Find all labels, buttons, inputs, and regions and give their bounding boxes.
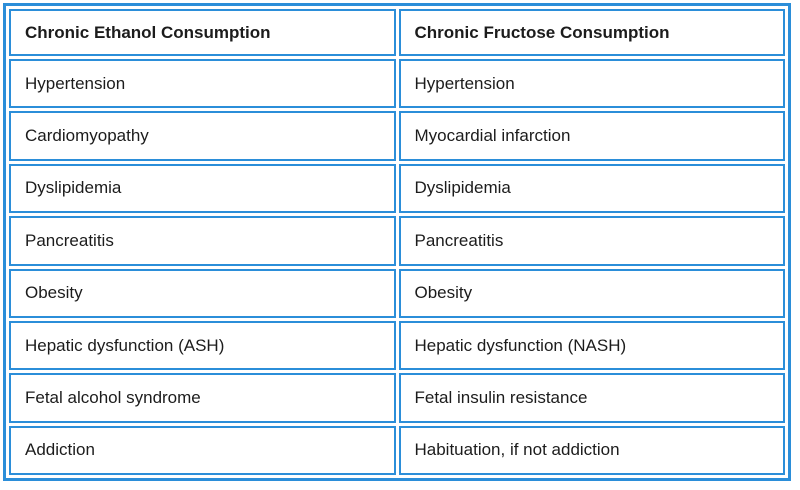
fructose-cell: Pancreatitis bbox=[398, 216, 785, 266]
fructose-cell: Myocardial infarction bbox=[398, 111, 785, 161]
table-row: Dyslipidemia Dyslipidemia bbox=[9, 163, 785, 214]
ethanol-cell: Pancreatitis bbox=[9, 216, 396, 266]
comparison-table-frame: Chronic Ethanol Consumption Chronic Fruc… bbox=[3, 3, 791, 481]
table-row: Hepatic dysfunction (ASH) Hepatic dysfun… bbox=[9, 320, 785, 371]
ethanol-cell: Hepatic dysfunction (ASH) bbox=[9, 320, 396, 371]
fructose-cell: Hypertension bbox=[398, 59, 785, 109]
ethanol-cell: Obesity bbox=[9, 268, 396, 318]
fructose-cell: Fetal insulin resistance bbox=[398, 373, 785, 423]
fructose-cell: Obesity bbox=[398, 268, 785, 318]
table-row: Pancreatitis Pancreatitis bbox=[9, 216, 785, 266]
table-row: Obesity Obesity bbox=[9, 268, 785, 318]
table-header-row: Chronic Ethanol Consumption Chronic Fruc… bbox=[9, 9, 785, 56]
ethanol-cell: Cardiomyopathy bbox=[9, 111, 396, 161]
header-fructose: Chronic Fructose Consumption bbox=[398, 9, 785, 56]
table-row: Addiction Habituation, if not addiction bbox=[9, 425, 785, 475]
comparison-table: Chronic Ethanol Consumption Chronic Fruc… bbox=[6, 6, 788, 478]
ethanol-cell: Dyslipidemia bbox=[9, 163, 396, 214]
table-row: Hypertension Hypertension bbox=[9, 59, 785, 109]
header-ethanol: Chronic Ethanol Consumption bbox=[9, 9, 396, 56]
ethanol-cell: Fetal alcohol syndrome bbox=[9, 373, 396, 423]
fructose-cell: Dyslipidemia bbox=[398, 163, 785, 214]
ethanol-cell: Hypertension bbox=[9, 59, 396, 109]
table-row: Fetal alcohol syndrome Fetal insulin res… bbox=[9, 373, 785, 423]
fructose-cell: Hepatic dysfunction (NASH) bbox=[398, 320, 785, 371]
fructose-cell: Habituation, if not addiction bbox=[398, 425, 785, 475]
ethanol-cell: Addiction bbox=[9, 425, 396, 475]
table-row: Cardiomyopathy Myocardial infarction bbox=[9, 111, 785, 161]
